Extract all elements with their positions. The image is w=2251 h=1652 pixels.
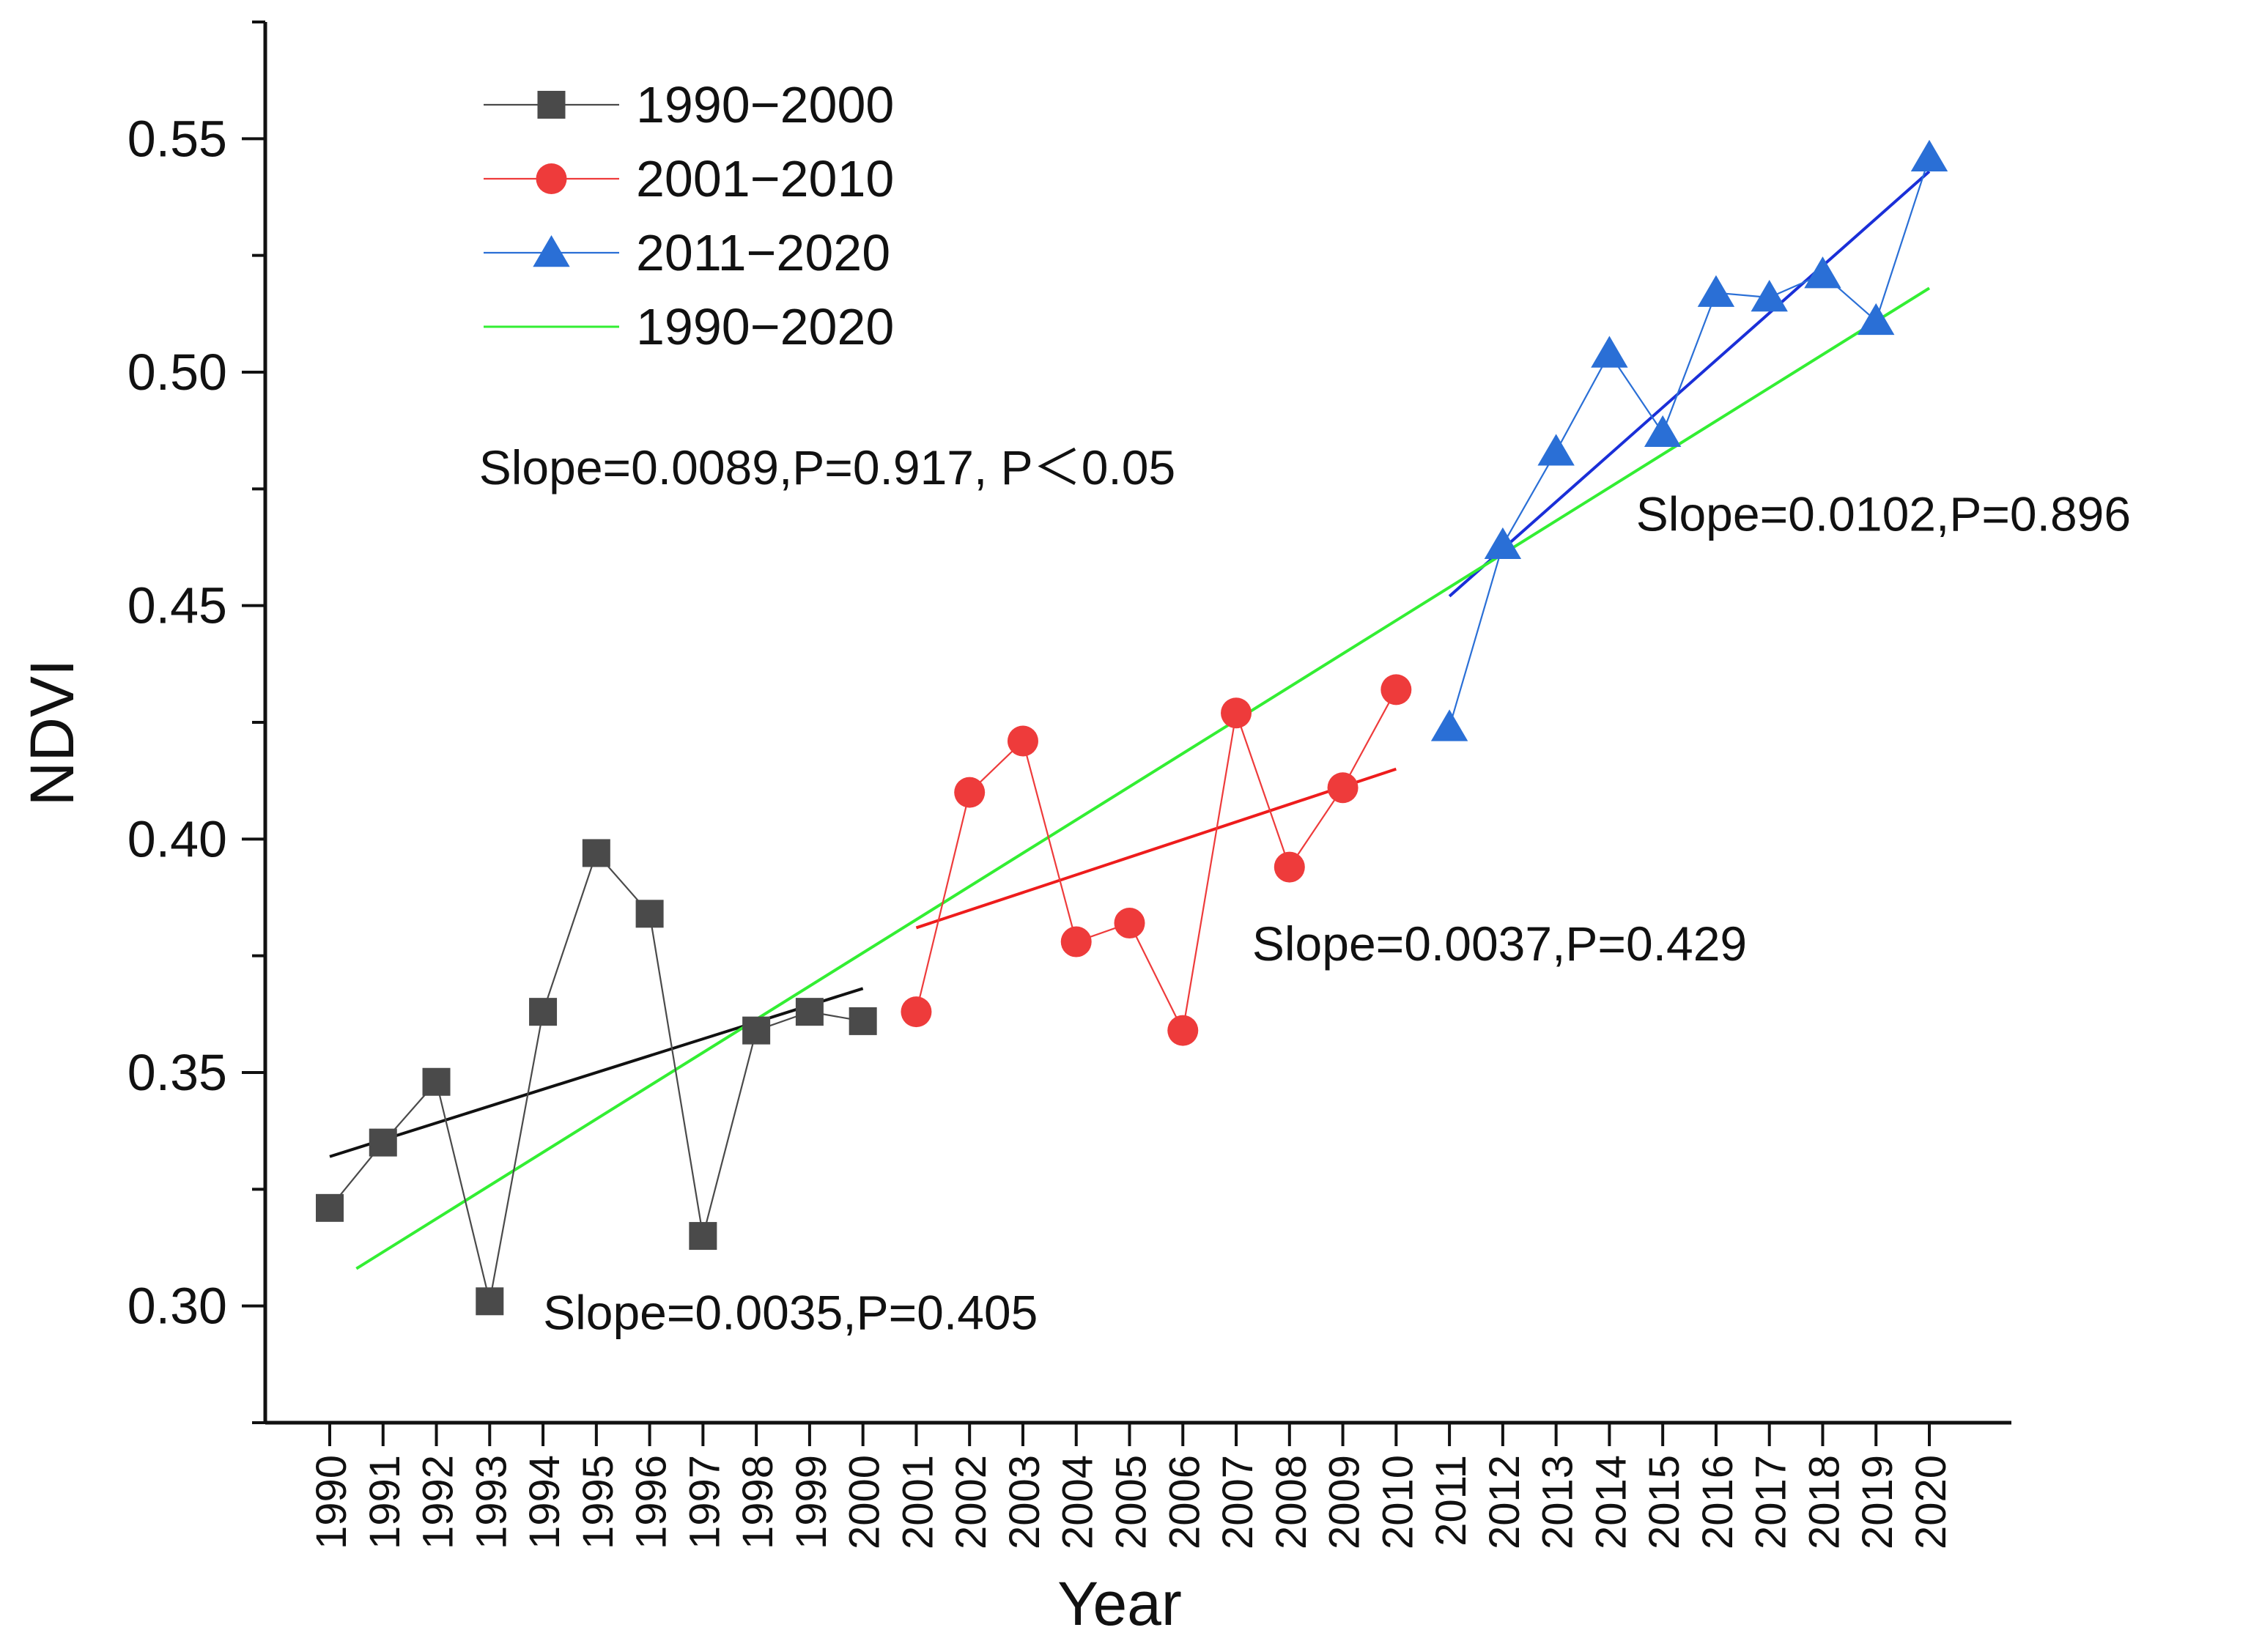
data-point-triangle <box>1804 256 1841 289</box>
x-tick-label: 1990 <box>308 1455 355 1549</box>
legend-label: 2001−2010 <box>636 150 894 207</box>
x-tick-label: 2007 <box>1214 1455 1262 1549</box>
x-tick-label: 2020 <box>1907 1455 1955 1549</box>
y-tick-label: 0.35 <box>127 1044 227 1101</box>
x-tick-label: 2008 <box>1268 1455 1315 1549</box>
data-point-circle <box>1060 926 1092 958</box>
x-tick-label: 2009 <box>1321 1455 1369 1549</box>
data-point-circle <box>536 163 567 194</box>
y-tick-label: 0.30 <box>127 1278 227 1335</box>
x-tick-label: 2006 <box>1161 1455 1208 1549</box>
data-point-circle <box>1274 851 1305 883</box>
data-point-circle <box>954 777 986 808</box>
x-tick-label: 2012 <box>1481 1455 1529 1549</box>
data-point-triangle <box>1751 280 1788 312</box>
x-tick-label: 2013 <box>1534 1455 1582 1549</box>
data-point-square <box>689 1222 717 1251</box>
slope-annotation: Slope=0.0037,P=0.429 <box>1252 916 1747 971</box>
x-tick-label: 2017 <box>1748 1455 1795 1549</box>
legend-label: 1990−2020 <box>636 298 894 355</box>
x-tick-label: 1992 <box>415 1455 462 1549</box>
annotations: Slope=0.0089,P=0.917, P＜0.05 Slope=0.0102… <box>479 440 2131 1340</box>
trend-line <box>1448 170 1931 598</box>
data-point-triangle <box>1910 139 1948 172</box>
x-tick-label: 2002 <box>947 1455 995 1549</box>
x-tick-label: 1999 <box>788 1455 835 1549</box>
x-tick-label: 2016 <box>1694 1455 1742 1549</box>
x-tick-label: 1997 <box>681 1455 728 1549</box>
data-point-square <box>795 998 824 1026</box>
data-point-triangle <box>1537 434 1575 466</box>
data-point-circle <box>901 996 932 1028</box>
y-tick-label: 0.45 <box>127 577 227 634</box>
trend-line <box>915 767 1397 930</box>
data-point-triangle <box>1697 275 1735 307</box>
data-point-square <box>742 1016 771 1045</box>
data-point-square <box>316 1193 344 1222</box>
data-point-square <box>582 839 610 867</box>
x-tick-label: 2018 <box>1800 1455 1848 1549</box>
data-point-triangle <box>533 235 570 267</box>
y-tick-label: 0.40 <box>127 810 227 867</box>
x-tick-label: 2000 <box>841 1455 889 1549</box>
slope-annotation: Slope=0.0035,P=0.405 <box>543 1286 1038 1340</box>
slope-annotation: Slope=0.0089,P=0.917, P＜0.05 <box>479 440 1175 495</box>
x-tick-label: 2010 <box>1374 1455 1422 1549</box>
data-point-triangle <box>1591 336 1628 368</box>
data-point-square <box>537 91 566 119</box>
data-point-circle <box>1167 1015 1199 1046</box>
data-point-square <box>529 998 558 1026</box>
x-tick-label: 1993 <box>467 1455 515 1549</box>
y-axis-label: NDVI <box>18 659 86 807</box>
x-tick-label: 2015 <box>1641 1455 1688 1549</box>
data-point-square <box>849 1007 877 1035</box>
trend-line <box>329 987 864 1158</box>
x-tick-label: 2001 <box>894 1455 942 1549</box>
x-tick-label: 1995 <box>574 1455 622 1549</box>
data-point-circle <box>1114 908 1145 939</box>
data-point-triangle <box>1430 709 1468 741</box>
data-point-circle <box>1380 674 1412 705</box>
legend-label: 2011−2020 <box>636 224 890 281</box>
data-point-square <box>369 1128 397 1157</box>
data-point-square <box>476 1287 504 1316</box>
axes: 0.30 0.35 0.40 0.45 0.50 0.55 1990 1991 1992 1993… <box>127 21 2011 1549</box>
data-point-circle <box>1327 772 1359 804</box>
y-tick-label: 0.50 <box>127 344 227 401</box>
data-point-triangle <box>1858 303 1895 336</box>
slope-annotation: Slope=0.0102,P=0.896 <box>1636 487 2131 541</box>
x-tick-label: 2011 <box>1427 1455 1475 1547</box>
x-tick-label: 1994 <box>521 1455 569 1549</box>
x-tick-label: 2004 <box>1054 1455 1102 1549</box>
data-series <box>316 139 1948 1316</box>
x-tick-label: 2014 <box>1587 1455 1635 1549</box>
data-point-square <box>635 900 664 928</box>
x-axis-label: Year <box>1057 1569 1182 1638</box>
x-tick-label: 2003 <box>1001 1455 1049 1549</box>
x-tick-label: 2019 <box>1854 1455 1901 1549</box>
trend-lines <box>329 170 1931 1270</box>
trend-line <box>355 286 1931 1270</box>
data-point-circle <box>1007 725 1038 757</box>
series-line <box>915 689 1397 1034</box>
data-point-triangle <box>1644 415 1682 448</box>
x-tick-label: 2005 <box>1108 1455 1156 1549</box>
x-tick-label: 1998 <box>734 1455 782 1549</box>
x-tick-label: 1991 <box>361 1455 409 1549</box>
data-point-circle <box>1221 697 1252 729</box>
y-tick-label: 0.55 <box>127 110 227 167</box>
x-tick-label: 1996 <box>628 1455 676 1549</box>
data-point-triangle <box>1484 527 1522 560</box>
series-line <box>1449 157 1931 727</box>
legend-label: 1990−2000 <box>636 76 894 133</box>
data-point-square <box>422 1067 451 1096</box>
legend: 1990−2000 2001−2010 2011−2020 1990−2020 <box>484 76 894 355</box>
